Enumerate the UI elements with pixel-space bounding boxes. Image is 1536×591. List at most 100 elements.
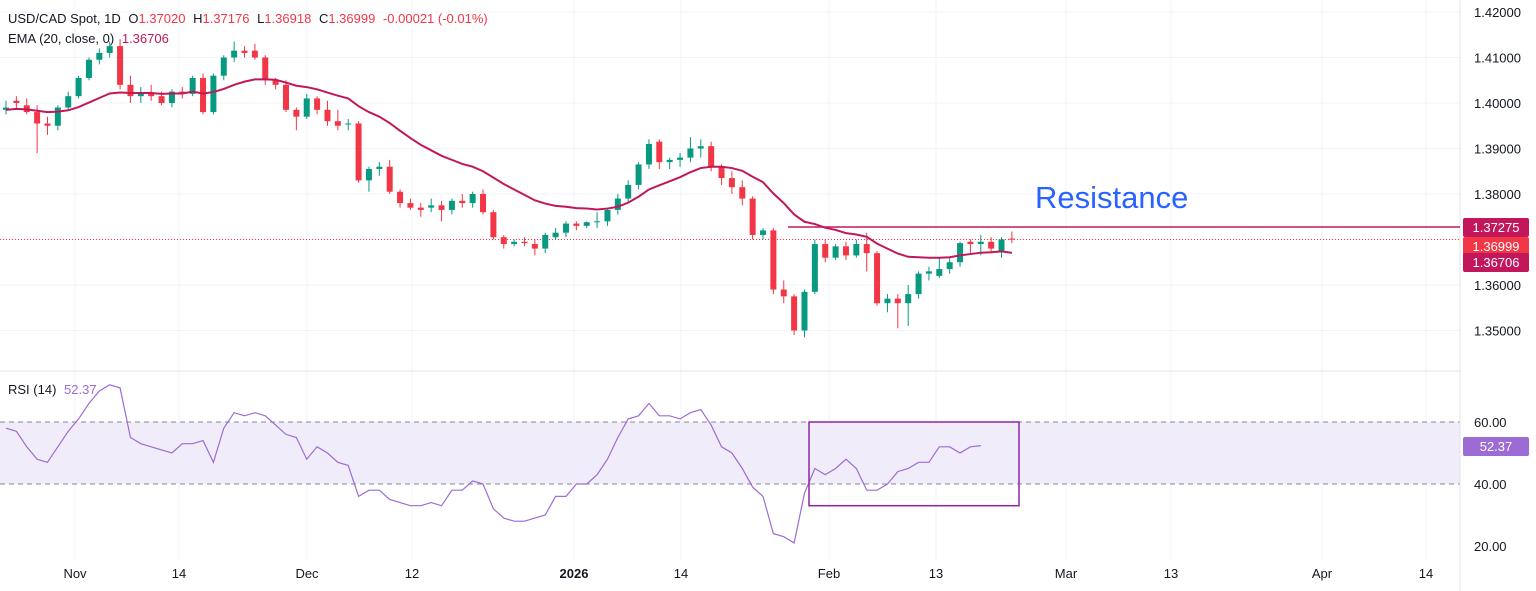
candle-body [552, 232, 559, 238]
candle[interactable] [853, 239, 860, 258]
candle[interactable] [469, 191, 476, 208]
candle[interactable] [811, 239, 818, 295]
candle[interactable] [521, 237, 528, 247]
candle[interactable] [925, 266, 932, 281]
candle[interactable] [189, 75, 196, 97]
candle[interactable] [687, 137, 694, 163]
candle[interactable] [345, 118, 352, 131]
candle[interactable] [863, 232, 870, 272]
candle[interactable] [552, 228, 559, 240]
candle[interactable] [168, 89, 175, 108]
candle[interactable] [894, 294, 901, 329]
candle[interactable] [874, 250, 881, 306]
candle[interactable] [967, 239, 974, 254]
candle[interactable] [75, 75, 82, 99]
candle[interactable] [656, 139, 663, 169]
candle[interactable] [314, 96, 321, 115]
candle-body [106, 46, 113, 53]
candle[interactable] [1008, 231, 1015, 244]
ema-label[interactable]: EMA (20, close, 0) [8, 31, 115, 46]
candle[interactable] [822, 239, 829, 263]
candle[interactable] [324, 100, 331, 126]
candle[interactable] [573, 221, 580, 231]
candle[interactable] [376, 162, 383, 176]
candle[interactable] [448, 198, 455, 215]
candle[interactable] [832, 244, 839, 260]
candle[interactable] [127, 75, 134, 103]
candle[interactable] [480, 189, 487, 215]
candle[interactable] [728, 171, 735, 194]
candle[interactable] [293, 107, 300, 131]
candle[interactable] [386, 159, 393, 194]
candle[interactable] [407, 198, 414, 210]
candle[interactable] [54, 105, 61, 131]
candle[interactable] [251, 43, 258, 60]
candle[interactable] [397, 189, 404, 208]
candle[interactable] [957, 241, 964, 267]
candle[interactable] [210, 73, 217, 115]
candle[interactable] [3, 100, 9, 115]
candle[interactable] [355, 121, 362, 183]
candle[interactable] [604, 207, 611, 226]
candle[interactable] [562, 221, 569, 238]
candle[interactable] [801, 289, 808, 338]
candle[interactable] [645, 139, 652, 169]
candle[interactable] [770, 228, 777, 295]
candle[interactable] [13, 96, 20, 110]
candle[interactable] [905, 285, 912, 326]
candle[interactable] [231, 41, 238, 63]
candle[interactable] [23, 98, 30, 115]
candle[interactable] [365, 166, 372, 192]
candle[interactable] [334, 109, 341, 131]
candle[interactable] [137, 87, 144, 103]
candle[interactable] [44, 116, 51, 135]
candle[interactable] [884, 294, 891, 313]
candle[interactable] [915, 271, 922, 299]
candle[interactable] [666, 157, 673, 169]
candle[interactable] [34, 105, 41, 154]
candle[interactable] [417, 203, 424, 217]
rsi-highlight-box[interactable] [808, 421, 1020, 507]
candle[interactable] [531, 239, 538, 256]
price-axis-labels: 1.420001.410001.400001.390001.380001.370… [1474, 5, 1521, 339]
candle[interactable] [697, 139, 704, 158]
candle[interactable] [583, 221, 590, 229]
candle[interactable] [614, 194, 621, 215]
symbol-label[interactable]: USD/CAD Spot, 1D [8, 11, 121, 26]
candle[interactable] [117, 39, 124, 90]
candle[interactable] [625, 180, 632, 204]
candle[interactable] [542, 232, 549, 254]
candle[interactable] [842, 241, 849, 260]
candle[interactable] [635, 162, 642, 190]
rsi-label[interactable]: RSI (14) [8, 382, 57, 397]
candle[interactable] [791, 294, 798, 336]
candle[interactable] [511, 239, 518, 247]
candle[interactable] [760, 228, 767, 240]
candle[interactable] [65, 91, 72, 110]
candle[interactable] [500, 234, 507, 249]
candle[interactable] [282, 80, 289, 113]
candle[interactable] [677, 153, 684, 167]
candle[interactable] [739, 180, 746, 206]
candle[interactable] [780, 280, 787, 304]
candle[interactable] [988, 237, 995, 254]
rsi-tick-label: 60.00 [1474, 415, 1507, 430]
candle[interactable] [106, 41, 113, 58]
rsi-axis-labels: 60.00 40.00 20.00 [1474, 415, 1507, 554]
candle[interactable] [85, 57, 92, 81]
candle[interactable] [220, 55, 227, 81]
candle[interactable] [96, 48, 103, 65]
candle[interactable] [241, 46, 248, 58]
candle[interactable] [459, 194, 466, 208]
candle[interactable] [718, 164, 725, 185]
candle[interactable] [438, 200, 445, 222]
candle[interactable] [303, 93, 310, 119]
candle[interactable] [594, 212, 601, 229]
candle[interactable] [946, 257, 953, 274]
candle[interactable] [998, 237, 1005, 258]
candle[interactable] [490, 209, 497, 240]
candle[interactable] [428, 198, 435, 213]
candle[interactable] [749, 196, 756, 240]
candle[interactable] [936, 257, 943, 279]
